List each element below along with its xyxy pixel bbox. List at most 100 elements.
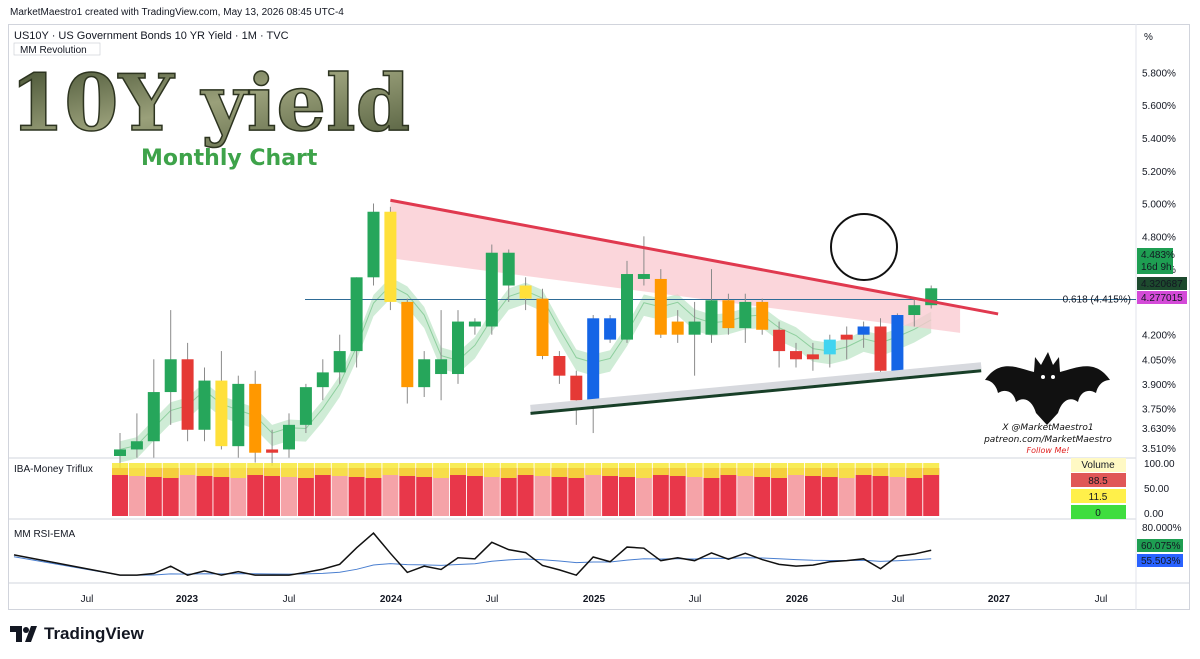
flux-bar (466, 468, 483, 516)
candle-body (790, 351, 802, 360)
flux-bar (737, 468, 754, 516)
flux-bar-top (534, 463, 551, 476)
flux-bar (652, 468, 669, 516)
ma1-badge (1137, 277, 1187, 290)
candle-body (502, 252, 515, 286)
flux-bar-top (196, 463, 213, 476)
candle-body (114, 449, 126, 456)
flux-bar (281, 468, 297, 516)
flux-bar-top (821, 463, 838, 477)
candle-body (164, 359, 177, 393)
money-flux-label: IBA-Money Triflux (14, 464, 93, 475)
upper-trendline[interactable] (390, 198, 999, 316)
flux-bar (247, 468, 264, 516)
candle-body (249, 383, 262, 453)
rsi-ema-line (13, 556, 932, 576)
candle-body (147, 392, 160, 442)
lower-trendline[interactable] (530, 369, 982, 415)
candle-body (874, 326, 887, 371)
flux-bar (196, 468, 213, 516)
tradingview-brand: TradingView (44, 624, 144, 643)
flux-row-red (1071, 473, 1126, 487)
ma2-value: 4.277015 (1141, 293, 1183, 304)
candle-body (823, 339, 836, 355)
flux-bar (213, 468, 230, 516)
flux-bar-top (771, 463, 788, 478)
flux-bar-top (331, 463, 348, 476)
flux-bar-top (855, 463, 872, 475)
candle-body (621, 274, 633, 340)
indicator-tag[interactable] (13, 42, 101, 56)
candle-body (401, 301, 414, 388)
time-label: Jul (81, 594, 94, 605)
price-tick: 5.000% (1142, 200, 1176, 211)
flux-bar-top (686, 463, 703, 477)
flux-bar (433, 468, 450, 516)
candle-body (637, 274, 650, 279)
price-tick: 3.750% (1142, 404, 1176, 415)
indicator-name: MM Revolution (20, 45, 87, 56)
candle-body (418, 359, 431, 388)
price-tick: 3.900% (1142, 380, 1176, 391)
flux-bar-top (281, 463, 297, 477)
flux-bar-top (416, 463, 433, 477)
candle-body (688, 321, 701, 335)
flux-bar (771, 468, 788, 516)
flux-row-red-value: 88.5 (1088, 476, 1108, 487)
flux-bar-top (450, 463, 466, 475)
flux-bar (348, 468, 365, 516)
flux-bar-top (838, 463, 855, 478)
flux-bar-top (652, 463, 669, 475)
flux-bar (889, 468, 906, 516)
price-tick: 3.630% (1142, 424, 1176, 435)
flux-bar (602, 468, 619, 516)
rsi-value-badge (1137, 539, 1183, 552)
flux-bar-top (754, 463, 771, 477)
candle-body (553, 356, 566, 376)
flux-row-green (1071, 505, 1126, 519)
flux-bar (399, 468, 416, 516)
flux-bar-top (483, 463, 500, 477)
flux-bar-top (466, 463, 483, 476)
candle-body (485, 252, 498, 327)
flux-bar (585, 468, 602, 516)
flux-bar (128, 468, 145, 516)
tradingview-logo[interactable]: TradingView (10, 624, 144, 644)
flux-table-header-text: Volume (1081, 460, 1115, 471)
flux-table-header (1071, 458, 1126, 472)
time-label: Jul (486, 594, 499, 605)
candle-body (773, 329, 786, 352)
candle-body (316, 372, 329, 388)
flux-bar-top (230, 463, 247, 478)
flux-bar-top (145, 463, 162, 477)
candle-body (587, 318, 600, 401)
flux-bar-top (804, 463, 821, 476)
last-price: 4.483% (1141, 250, 1175, 261)
flux-bar (838, 468, 855, 516)
time-axis: Jul 2023 Jul 2024 Jul 2025 Jul 2026 Jul 2027 Jul (81, 594, 1108, 605)
rsi-line (13, 532, 932, 577)
flux-bar-top (179, 463, 196, 475)
rsi-label: MM RSI-EMA (14, 529, 75, 540)
flux-bar (821, 468, 838, 516)
flux-bar (872, 468, 889, 516)
flux-bar-top (906, 463, 923, 478)
money-flux-bars (112, 463, 940, 516)
flux-bar (635, 468, 652, 516)
candle-body (536, 298, 549, 356)
flux-bar (483, 468, 500, 516)
candle-body (215, 380, 228, 447)
flux-bar-top (433, 463, 450, 478)
flux-bar-top (585, 463, 602, 475)
flux-bar (112, 468, 128, 516)
flux-tick-50: 50.00 (1144, 484, 1169, 495)
candle-body (130, 441, 143, 450)
flux-bar (230, 468, 247, 516)
flux-bar-top (619, 463, 635, 477)
candle-body (671, 321, 684, 335)
flux-bar-top (720, 463, 737, 475)
candle-body (570, 375, 583, 401)
candle-body (350, 277, 363, 352)
overlay-big-title: 10Y yield (10, 58, 410, 149)
